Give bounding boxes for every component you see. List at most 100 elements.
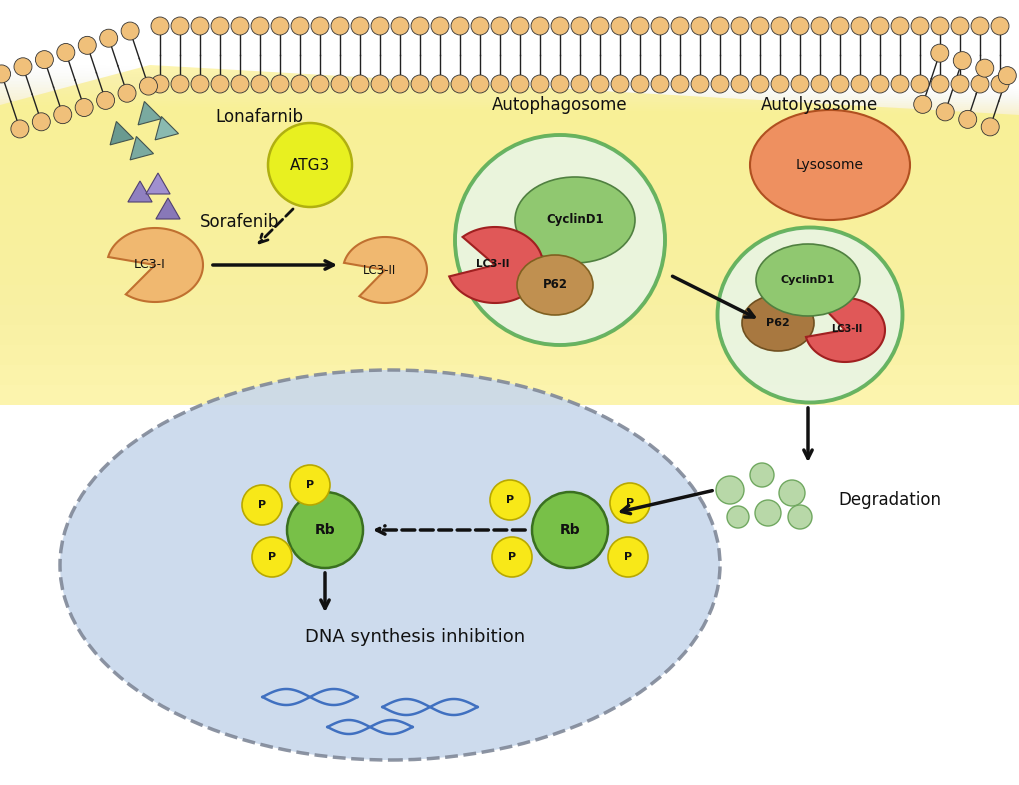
Circle shape — [970, 17, 988, 35]
Circle shape — [511, 75, 529, 93]
Text: P: P — [624, 552, 632, 562]
Circle shape — [431, 75, 448, 93]
Circle shape — [810, 17, 828, 35]
Circle shape — [97, 91, 114, 109]
Polygon shape — [0, 102, 1019, 385]
Circle shape — [100, 29, 117, 47]
Text: Lonafarnib: Lonafarnib — [215, 108, 303, 126]
Circle shape — [870, 75, 889, 93]
Circle shape — [191, 17, 209, 35]
Circle shape — [531, 17, 548, 35]
Circle shape — [650, 17, 668, 35]
Polygon shape — [805, 298, 884, 362]
Circle shape — [910, 17, 928, 35]
Polygon shape — [0, 65, 1019, 405]
Circle shape — [631, 17, 648, 35]
Text: P: P — [505, 495, 514, 505]
Polygon shape — [0, 105, 1019, 405]
Circle shape — [450, 75, 469, 93]
Circle shape — [953, 52, 970, 70]
Circle shape — [610, 17, 629, 35]
Circle shape — [118, 84, 136, 102]
Circle shape — [286, 492, 363, 568]
Circle shape — [727, 506, 748, 528]
Circle shape — [251, 75, 269, 93]
Circle shape — [230, 75, 249, 93]
Circle shape — [891, 17, 908, 35]
Ellipse shape — [755, 244, 859, 316]
Circle shape — [331, 17, 348, 35]
Circle shape — [958, 111, 976, 129]
Text: Autolysosome: Autolysosome — [760, 96, 877, 114]
Circle shape — [491, 537, 532, 577]
Text: ATG3: ATG3 — [289, 158, 330, 173]
Circle shape — [790, 17, 808, 35]
Circle shape — [36, 50, 53, 68]
Text: LC3-II: LC3-II — [476, 259, 510, 269]
Text: Rb: Rb — [315, 523, 335, 537]
Text: Degradation: Degradation — [838, 491, 941, 509]
Circle shape — [930, 17, 948, 35]
Text: P62: P62 — [765, 318, 789, 328]
Circle shape — [290, 17, 309, 35]
Circle shape — [770, 75, 789, 93]
Circle shape — [431, 17, 448, 35]
Circle shape — [490, 17, 508, 35]
Circle shape — [390, 75, 409, 93]
Circle shape — [511, 17, 529, 35]
Ellipse shape — [515, 177, 635, 263]
Circle shape — [571, 17, 588, 35]
Circle shape — [930, 44, 948, 62]
Circle shape — [140, 77, 157, 95]
Circle shape — [749, 463, 773, 487]
Text: Autophagosome: Autophagosome — [492, 96, 628, 114]
Ellipse shape — [741, 295, 813, 351]
Circle shape — [311, 17, 329, 35]
Circle shape — [710, 75, 729, 93]
Text: Sorafenib: Sorafenib — [200, 213, 279, 231]
Ellipse shape — [716, 228, 902, 403]
Circle shape — [54, 106, 71, 124]
Circle shape — [371, 75, 388, 93]
Circle shape — [171, 75, 189, 93]
Circle shape — [211, 17, 229, 35]
Circle shape — [779, 480, 804, 506]
Circle shape — [390, 17, 409, 35]
Circle shape — [252, 537, 291, 577]
Circle shape — [998, 67, 1015, 85]
Circle shape — [489, 480, 530, 520]
Circle shape — [454, 135, 664, 345]
Circle shape — [271, 75, 288, 93]
Circle shape — [532, 492, 607, 568]
Polygon shape — [0, 99, 1019, 365]
Circle shape — [754, 500, 781, 526]
Circle shape — [590, 75, 608, 93]
Circle shape — [870, 17, 889, 35]
Circle shape — [990, 17, 1008, 35]
Circle shape — [590, 17, 608, 35]
Circle shape — [571, 75, 588, 93]
Circle shape — [14, 58, 32, 76]
Circle shape — [607, 537, 647, 577]
Circle shape — [11, 120, 29, 138]
Text: CyclinD1: CyclinD1 — [545, 214, 603, 227]
Circle shape — [471, 17, 488, 35]
Circle shape — [0, 65, 10, 83]
Circle shape — [891, 75, 908, 93]
Polygon shape — [108, 228, 203, 302]
Text: CyclinD1: CyclinD1 — [781, 275, 835, 285]
Circle shape — [490, 75, 508, 93]
Circle shape — [650, 75, 668, 93]
Text: P: P — [626, 498, 634, 508]
Circle shape — [151, 17, 169, 35]
Circle shape — [930, 75, 948, 93]
Ellipse shape — [60, 370, 719, 760]
Text: P62: P62 — [542, 279, 567, 291]
Circle shape — [975, 59, 993, 77]
Circle shape — [810, 75, 828, 93]
Circle shape — [671, 75, 688, 93]
Circle shape — [790, 75, 808, 93]
Circle shape — [990, 75, 1008, 93]
Circle shape — [710, 17, 729, 35]
Circle shape — [230, 17, 249, 35]
